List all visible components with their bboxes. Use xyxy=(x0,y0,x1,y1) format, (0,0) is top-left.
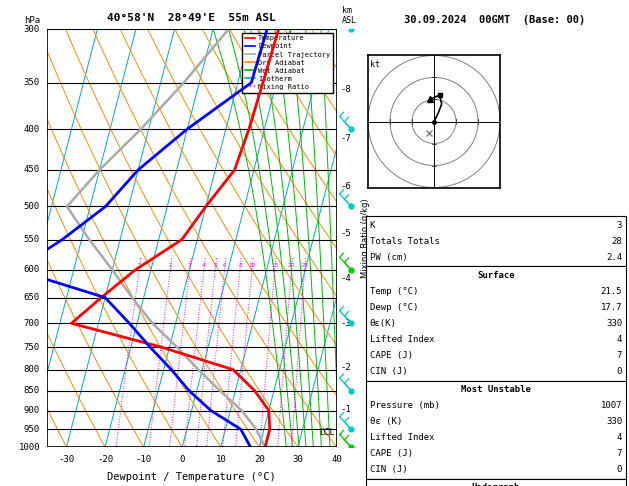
Text: 330: 330 xyxy=(606,319,622,328)
Text: 20: 20 xyxy=(288,263,295,268)
Text: Dewp (°C): Dewp (°C) xyxy=(370,303,418,312)
Text: 450: 450 xyxy=(24,165,40,174)
Text: -8: -8 xyxy=(340,85,351,94)
Text: -10: -10 xyxy=(136,455,152,465)
Text: Lifted Index: Lifted Index xyxy=(370,335,435,344)
Text: Temp (°C): Temp (°C) xyxy=(370,287,418,296)
Text: 700: 700 xyxy=(24,319,40,328)
Text: -5: -5 xyxy=(340,229,351,238)
Text: 0: 0 xyxy=(179,455,185,465)
Text: 500: 500 xyxy=(24,202,40,211)
Text: 1007: 1007 xyxy=(601,401,622,410)
Text: 0: 0 xyxy=(616,367,622,376)
Text: 750: 750 xyxy=(24,343,40,352)
Text: 3: 3 xyxy=(616,221,622,230)
Text: 800: 800 xyxy=(24,365,40,374)
Text: -7: -7 xyxy=(340,134,351,143)
Text: Most Unstable: Most Unstable xyxy=(461,385,531,394)
Text: 4: 4 xyxy=(616,433,622,442)
Text: 950: 950 xyxy=(24,425,40,434)
Text: Surface: Surface xyxy=(477,271,515,280)
Text: CAPE (J): CAPE (J) xyxy=(370,351,413,360)
Text: 30: 30 xyxy=(292,455,303,465)
Text: 0: 0 xyxy=(616,465,622,474)
Text: 3: 3 xyxy=(188,263,191,268)
Text: θε(K): θε(K) xyxy=(370,319,397,328)
Text: 5: 5 xyxy=(213,263,217,268)
Text: 4: 4 xyxy=(616,335,622,344)
Text: 350: 350 xyxy=(24,78,40,87)
Text: km
ASL: km ASL xyxy=(342,6,357,25)
Text: 4: 4 xyxy=(202,263,206,268)
Text: 15: 15 xyxy=(271,263,278,268)
Text: 900: 900 xyxy=(24,406,40,415)
Text: 25: 25 xyxy=(301,263,308,268)
Text: 650: 650 xyxy=(24,293,40,302)
Text: -6: -6 xyxy=(340,182,351,191)
Text: -1: -1 xyxy=(340,405,351,414)
Text: 1: 1 xyxy=(137,263,141,268)
Text: 2.4: 2.4 xyxy=(606,253,622,262)
Text: -4: -4 xyxy=(340,275,351,283)
Text: 6: 6 xyxy=(223,263,226,268)
Text: 40°58'N  28°49'E  55m ASL: 40°58'N 28°49'E 55m ASL xyxy=(108,13,276,23)
Text: 400: 400 xyxy=(24,124,40,134)
Text: 10: 10 xyxy=(248,263,255,268)
Text: 300: 300 xyxy=(24,25,40,34)
Text: -30: -30 xyxy=(58,455,74,465)
Text: CIN (J): CIN (J) xyxy=(370,367,408,376)
Text: -20: -20 xyxy=(97,455,113,465)
Text: 8: 8 xyxy=(238,263,242,268)
Text: 7: 7 xyxy=(616,449,622,458)
Text: 21.5: 21.5 xyxy=(601,287,622,296)
Text: 2: 2 xyxy=(169,263,172,268)
Text: Dewpoint / Temperature (°C): Dewpoint / Temperature (°C) xyxy=(108,472,276,482)
Text: K: K xyxy=(370,221,376,230)
Text: Lifted Index: Lifted Index xyxy=(370,433,435,442)
Text: -3: -3 xyxy=(340,319,351,329)
Text: © weatheronline.co.uk: © weatheronline.co.uk xyxy=(438,471,552,480)
Text: -2: -2 xyxy=(340,363,351,372)
Text: kt: kt xyxy=(370,60,380,69)
Text: 40: 40 xyxy=(331,455,342,465)
Text: 20: 20 xyxy=(254,455,265,465)
Text: 30.09.2024  00GMT  (Base: 00): 30.09.2024 00GMT (Base: 00) xyxy=(404,15,586,25)
Text: 17.7: 17.7 xyxy=(601,303,622,312)
Text: CAPE (J): CAPE (J) xyxy=(370,449,413,458)
Text: Hodograph: Hodograph xyxy=(472,483,520,486)
Text: Pressure (mb): Pressure (mb) xyxy=(370,401,440,410)
Text: 1000: 1000 xyxy=(18,443,40,451)
Text: 330: 330 xyxy=(606,417,622,426)
Text: 28: 28 xyxy=(611,237,622,246)
Text: 550: 550 xyxy=(24,235,40,244)
Text: 7: 7 xyxy=(616,351,622,360)
Text: 10: 10 xyxy=(215,455,226,465)
Legend: Temperature, Dewpoint, Parcel Trajectory, Dry Adiabat, Wet Adiabat, Isotherm, Mi: Temperature, Dewpoint, Parcel Trajectory… xyxy=(242,33,333,93)
Text: PW (cm): PW (cm) xyxy=(370,253,408,262)
Text: CIN (J): CIN (J) xyxy=(370,465,408,474)
Text: Totals Totals: Totals Totals xyxy=(370,237,440,246)
Text: LCL: LCL xyxy=(320,429,335,437)
Text: 600: 600 xyxy=(24,265,40,274)
Text: hPa: hPa xyxy=(24,16,40,25)
Text: 850: 850 xyxy=(24,386,40,395)
Text: θε (K): θε (K) xyxy=(370,417,402,426)
Text: Mixing Ratio (g/kg): Mixing Ratio (g/kg) xyxy=(361,198,370,278)
